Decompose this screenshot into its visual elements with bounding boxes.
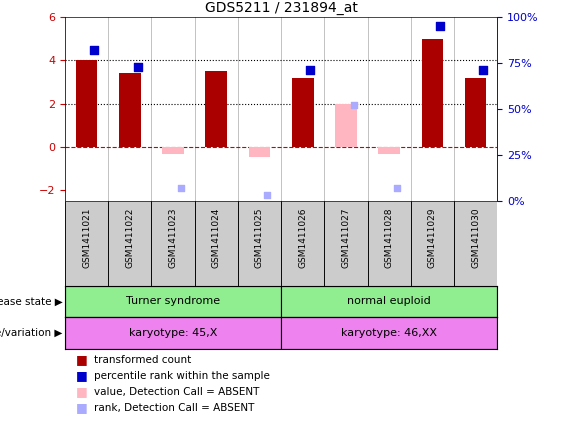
Text: value, Detection Call = ABSENT: value, Detection Call = ABSENT (94, 387, 260, 397)
Text: GSM1411025: GSM1411025 (255, 208, 264, 268)
Title: GDS5211 / 231894_at: GDS5211 / 231894_at (205, 0, 358, 14)
Bar (65, 286, 281, 317)
Text: GSM1411028: GSM1411028 (385, 208, 394, 268)
Text: karyotype: 45,X: karyotype: 45,X (129, 328, 217, 338)
Bar (194, 201, 238, 286)
Bar (151, 201, 194, 286)
Bar (454, 201, 497, 286)
Bar (238, 201, 281, 286)
Bar (367, 201, 411, 286)
Text: percentile rank within the sample: percentile rank within the sample (94, 371, 270, 381)
Text: GSM1411029: GSM1411029 (428, 208, 437, 268)
Bar (335, 104, 357, 147)
Point (176, 185, 185, 192)
Bar (108, 201, 151, 286)
Text: ■: ■ (76, 353, 88, 366)
Bar (65, 201, 108, 286)
Text: Turner syndrome: Turner syndrome (126, 297, 220, 306)
Point (263, 192, 272, 199)
Bar (421, 38, 443, 147)
Text: normal euploid: normal euploid (347, 297, 431, 306)
Bar (65, 317, 281, 349)
Point (306, 67, 315, 74)
Text: rank, Detection Call = ABSENT: rank, Detection Call = ABSENT (94, 403, 255, 413)
Text: ■: ■ (76, 385, 88, 398)
Text: GSM1411030: GSM1411030 (471, 208, 480, 268)
Bar (324, 201, 368, 286)
Text: genotype/variation ▶: genotype/variation ▶ (0, 328, 63, 338)
Text: transformed count: transformed count (94, 354, 192, 365)
Bar (249, 147, 270, 157)
Point (349, 102, 358, 109)
Text: ■: ■ (76, 369, 88, 382)
Point (90, 47, 99, 53)
Bar (292, 77, 314, 147)
Text: ■: ■ (76, 401, 88, 414)
Bar (281, 286, 497, 317)
Bar (411, 201, 454, 286)
Text: GSM1411022: GSM1411022 (125, 208, 134, 268)
Text: karyotype: 46,XX: karyotype: 46,XX (341, 328, 437, 338)
Text: GSM1411026: GSM1411026 (298, 208, 307, 268)
Bar (379, 147, 400, 154)
Text: GSM1411024: GSM1411024 (212, 208, 221, 268)
Point (393, 185, 402, 192)
Text: GSM1411021: GSM1411021 (82, 208, 91, 268)
Point (479, 67, 488, 74)
Text: GSM1411023: GSM1411023 (168, 208, 177, 268)
Bar (281, 201, 324, 286)
Bar (206, 71, 227, 147)
Point (436, 23, 445, 30)
Text: GSM1411027: GSM1411027 (341, 208, 350, 268)
Text: disease state ▶: disease state ▶ (0, 297, 63, 306)
Bar (119, 73, 141, 147)
Point (133, 63, 142, 70)
Bar (281, 317, 497, 349)
Bar (162, 147, 184, 154)
Bar (76, 60, 97, 147)
Bar (465, 77, 486, 147)
